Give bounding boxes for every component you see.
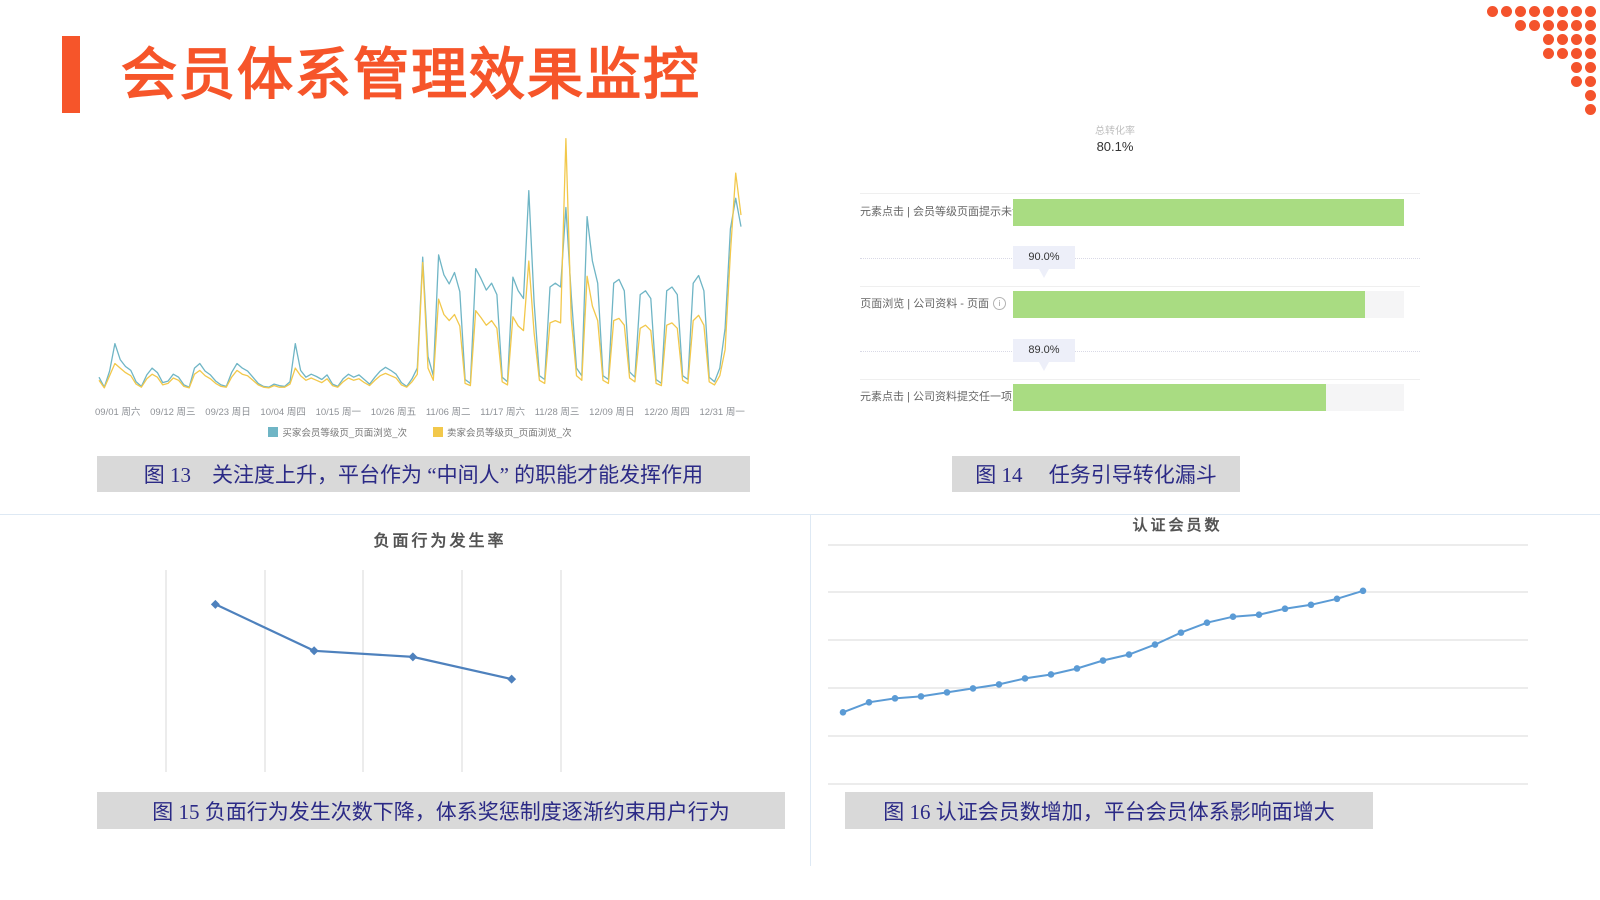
figure-15-caption: 图 15 负面行为发生次数下降，体系奖惩制度逐渐约束用户行为 xyxy=(97,792,785,829)
decor-dot xyxy=(1571,62,1582,73)
decor-dot xyxy=(1585,76,1596,87)
funnel-step-3-label: 元素点击 | 公司资料提交任一项 xyxy=(860,384,1029,411)
legend-swatch xyxy=(268,427,279,437)
title-accent-bar xyxy=(62,36,80,113)
funnel-header: 总转化率 80.1% xyxy=(1050,122,1180,154)
funnel-step-1-bar xyxy=(1013,199,1404,226)
legend-item: 卖家会员等级页_页面浏览_次 xyxy=(433,425,572,439)
corner-dots-decoration xyxy=(1470,0,1600,130)
funnel-separator xyxy=(860,193,1420,194)
funnel-step-row-2: 页面浏览 | 公司资料 - 页面 xyxy=(860,291,1420,318)
funnel-step-2-label: 页面浏览 | 公司资料 - 页面 xyxy=(860,291,1006,318)
decor-dot xyxy=(1557,6,1568,17)
decor-dot xyxy=(1515,6,1526,17)
fig13-plot-area xyxy=(98,137,742,389)
fig16-plot-area xyxy=(828,544,1528,785)
decor-dot xyxy=(1543,34,1554,45)
decor-dot xyxy=(1585,48,1596,59)
funnel-step-row-3: 元素点击 | 公司资料提交任一项 xyxy=(860,384,1420,411)
x-tick-label: 09/01 周六 xyxy=(95,407,141,418)
x-tick-label: 11/17 周六 xyxy=(480,407,525,418)
x-tick-label: 10/26 周五 xyxy=(370,407,417,418)
funnel-separator xyxy=(860,286,1420,287)
legend-swatch xyxy=(433,427,443,437)
x-tick-label: 12/20 周四 xyxy=(644,407,690,418)
decor-dot xyxy=(1585,62,1596,73)
fig15-plot-area xyxy=(165,570,562,772)
decor-dot xyxy=(1543,20,1554,31)
decor-dot xyxy=(1585,6,1596,17)
conversion-badge-1: 90.0% xyxy=(1013,246,1075,278)
decor-dot xyxy=(1529,6,1540,17)
funnel-dotted-line xyxy=(860,351,1420,352)
figure-16-caption: 图 16 认证会员数增加，平台会员体系影响面增大 xyxy=(845,792,1373,829)
decor-dot xyxy=(1557,48,1568,59)
conversion-badge-2: 89.0% xyxy=(1013,339,1075,371)
funnel-step-3-track xyxy=(1013,384,1404,411)
decor-dot xyxy=(1515,20,1526,31)
decor-dot xyxy=(1543,6,1554,17)
decor-dot xyxy=(1571,20,1582,31)
decor-dot xyxy=(1571,34,1582,45)
x-tick-label: 10/04 周四 xyxy=(260,407,306,418)
funnel-total-label: 总转化率 xyxy=(1095,126,1135,137)
horizontal-divider xyxy=(0,514,1600,515)
decor-dot xyxy=(1557,34,1568,45)
decor-dot xyxy=(1585,90,1596,101)
funnel-total-value: 80.1% xyxy=(1096,139,1134,154)
figure-16-chart: 认证会员数 xyxy=(820,512,1535,802)
x-tick-label: 11/06 周二 xyxy=(425,407,471,418)
decor-dot xyxy=(1585,20,1596,31)
decor-dot xyxy=(1571,48,1582,59)
x-tick-label: 12/09 周日 xyxy=(589,407,635,418)
funnel-dotted-line xyxy=(860,258,1420,259)
x-tick-label: 09/12 周三 xyxy=(150,407,196,418)
fig13-legend: 买家会员等级页_页面浏览_次 卖家会员等级页_页面浏览_次 xyxy=(95,425,745,439)
funnel-step-2-track xyxy=(1013,291,1404,318)
funnel-step-1-track xyxy=(1013,199,1404,226)
decor-dot xyxy=(1571,76,1582,87)
funnel-separator xyxy=(860,379,1420,380)
funnel-step-2-bar xyxy=(1013,291,1365,318)
decor-dot xyxy=(1529,20,1540,31)
funnel-step-row-1: 元素点击 | 会员等级页面提示未认证 xyxy=(860,199,1420,226)
x-tick-label: 10/15 周一 xyxy=(315,407,361,418)
x-tick-label: 12/31 周一 xyxy=(699,407,745,418)
info-icon xyxy=(993,297,1006,310)
fig16-title: 认证会员数 xyxy=(1132,517,1223,534)
funnel-step-3-bar xyxy=(1013,384,1327,411)
legend-item: 买家会员等级页_页面浏览_次 xyxy=(268,425,407,439)
decor-dot xyxy=(1487,6,1498,17)
figure-13-chart: 09/01 周六 09/12 周三 09/23 周日 10/04 周四 10/15 周一… xyxy=(95,125,750,439)
decor-dot xyxy=(1571,6,1582,17)
fig15-title: 负面行为发生率 xyxy=(373,533,507,550)
decor-dot xyxy=(1543,48,1554,59)
x-tick-label: 09/23 周日 xyxy=(205,407,251,418)
decor-dot xyxy=(1585,104,1596,115)
page-title: 会员体系管理效果监控 xyxy=(121,43,701,106)
figure-15-chart: 负面行为发生率 xyxy=(100,515,780,785)
figure-13-caption: 图 13 关注度上升，平台作为 “中间人” 的职能才能发挥作用 xyxy=(97,456,750,492)
figure-14-funnel-chart: 总转化率 80.1% 元素点击 | 会员等级页面提示未认证 90.0% 页面浏览… xyxy=(860,120,1420,450)
vertical-divider xyxy=(810,514,811,866)
fig13-x-axis-ticks: 09/01 周六 09/12 周三 09/23 周日 10/04 周四 10/15 周一… xyxy=(95,404,745,418)
x-tick-label: 11/28 周三 xyxy=(534,407,580,418)
decor-dot xyxy=(1501,6,1512,17)
funnel-step-1-label: 元素点击 | 会员等级页面提示未认证 xyxy=(860,199,1051,226)
decor-dot xyxy=(1585,34,1596,45)
decor-dot xyxy=(1557,20,1568,31)
figure-14-caption: 图 14 任务引导转化漏斗 xyxy=(952,456,1240,492)
